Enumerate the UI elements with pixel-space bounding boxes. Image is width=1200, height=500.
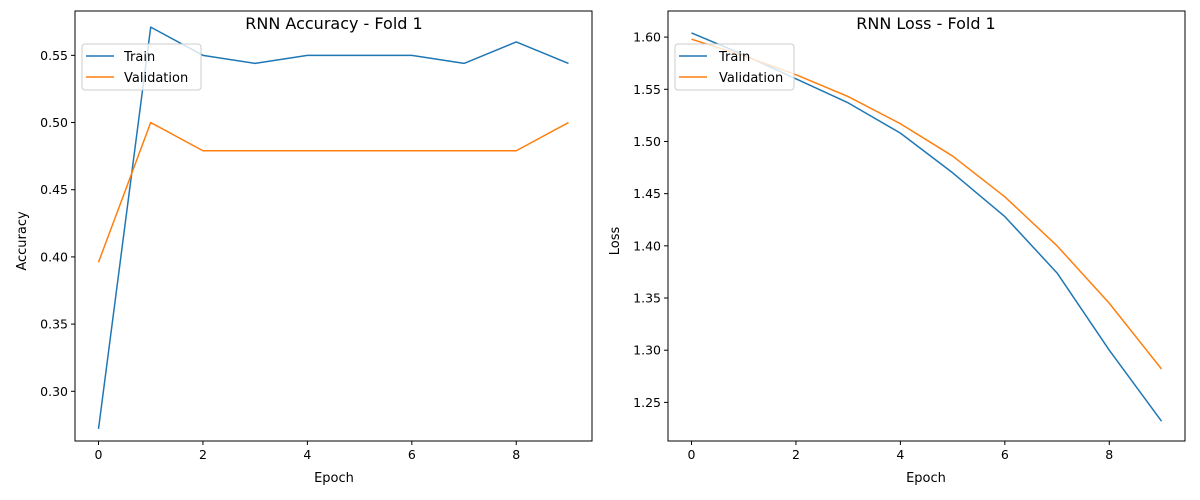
- loss-y-tick-label: 1.35: [633, 291, 661, 306]
- accuracy-y-tick-label: 0.40: [40, 249, 68, 264]
- loss-legend-validation-label: Validation: [719, 71, 783, 86]
- accuracy-x-tick-label: 0: [95, 447, 103, 462]
- accuracy-series-train-line: [97, 26, 569, 430]
- accuracy-legend-validation-label: Validation: [124, 71, 188, 86]
- accuracy-axes-frame: [74, 10, 593, 442]
- loss-y-tick-label: 1.30: [633, 343, 661, 358]
- accuracy-series-validation-line: [97, 121, 569, 263]
- accuracy-chart: RNN Accuracy - Fold 1 Epoch Accuracy 0 2…: [15, 10, 593, 486]
- loss-x-tick-label: 6: [1001, 447, 1009, 462]
- accuracy-y-tick-label: 0.45: [40, 182, 68, 197]
- accuracy-x-axis-label: Epoch: [314, 471, 354, 486]
- loss-y-tick-label: 1.25: [633, 395, 661, 410]
- accuracy-y-tick-label: 0.55: [40, 48, 68, 63]
- loss-x-ticks: 0 2 4 6 8: [688, 447, 1114, 462]
- loss-y-tick-label: 1.55: [633, 82, 661, 97]
- accuracy-chart-title: RNN Accuracy - Fold 1: [245, 14, 422, 33]
- accuracy-y-ticks: 0.30 0.35 0.40 0.45 0.50 0.55: [40, 48, 68, 399]
- loss-y-tick-label: 1.40: [633, 238, 661, 253]
- loss-chart-title: RNN Loss - Fold 1: [856, 14, 995, 33]
- loss-y-tick-label: 1.60: [633, 30, 661, 45]
- loss-x-tick-label: 2: [792, 447, 800, 462]
- loss-x-tick-label: 0: [688, 447, 696, 462]
- accuracy-x-ticks: 0 2 4 6 8: [95, 447, 521, 462]
- accuracy-y-tick-label: 0.30: [40, 384, 68, 399]
- loss-y-axis-label: Loss: [608, 227, 623, 256]
- accuracy-x-tick-label: 6: [408, 447, 416, 462]
- loss-x-tick-label: 4: [896, 447, 904, 462]
- loss-y-tick-label: 1.45: [633, 186, 661, 201]
- loss-legend: Train Validation: [674, 43, 795, 91]
- loss-axes-frame: [667, 10, 1186, 442]
- loss-x-axis-label: Epoch: [906, 471, 946, 486]
- loss-y-ticks: 1.25 1.30 1.35 1.40 1.45 1.50 1.55 1.60: [633, 30, 661, 410]
- accuracy-x-tick-label: 8: [512, 447, 520, 462]
- accuracy-y-tick-label: 0.50: [40, 115, 68, 130]
- accuracy-y-axis-label: Accuracy: [15, 211, 30, 271]
- accuracy-y-tick-label: 0.35: [40, 317, 68, 332]
- accuracy-legend-train-label: Train: [123, 50, 155, 65]
- loss-chart: RNN Loss - Fold 1 Epoch Loss 0 2 4 6 8 1…: [608, 10, 1186, 486]
- loss-x-tick-label: 8: [1105, 447, 1113, 462]
- accuracy-legend: Train Validation: [81, 43, 202, 91]
- accuracy-x-tick-label: 2: [199, 447, 207, 462]
- loss-y-tick-label: 1.50: [633, 134, 661, 149]
- accuracy-x-tick-label: 4: [303, 447, 311, 462]
- loss-legend-train-label: Train: [718, 50, 750, 65]
